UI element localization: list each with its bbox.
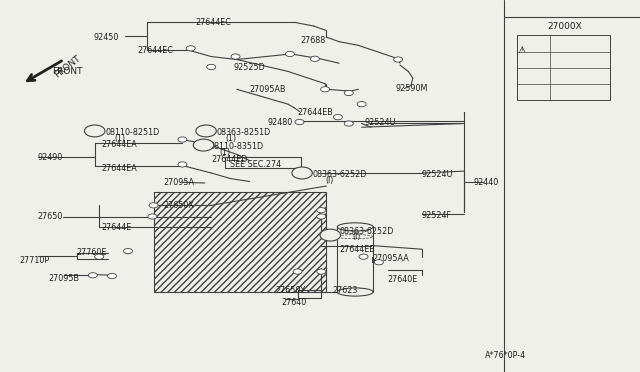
Text: 27000X: 27000X (547, 22, 582, 31)
Circle shape (317, 269, 326, 274)
Circle shape (95, 254, 104, 259)
Circle shape (344, 121, 353, 126)
Text: 27095AA: 27095AA (372, 254, 409, 263)
Ellipse shape (337, 223, 373, 231)
Text: 92524F: 92524F (421, 211, 451, 220)
Text: (I): (I) (325, 176, 333, 185)
Circle shape (124, 248, 132, 254)
Text: 27710P: 27710P (19, 256, 49, 265)
Circle shape (374, 260, 383, 265)
Circle shape (293, 269, 302, 274)
Text: 27095AB: 27095AB (250, 85, 286, 94)
Circle shape (196, 125, 216, 137)
Text: S: S (328, 232, 333, 238)
Text: 27650X: 27650X (163, 201, 194, 210)
Circle shape (292, 167, 312, 179)
Text: 92440: 92440 (474, 178, 499, 187)
Text: 27650: 27650 (37, 212, 63, 221)
Circle shape (178, 162, 187, 167)
Text: 27644EA: 27644EA (101, 164, 137, 173)
Text: 27623: 27623 (333, 286, 358, 295)
Text: 27644EA: 27644EA (101, 140, 137, 149)
Circle shape (321, 87, 330, 92)
Text: 27644EC: 27644EC (195, 18, 231, 27)
Text: A*76*0P-4: A*76*0P-4 (485, 351, 526, 360)
Text: 27688: 27688 (301, 36, 326, 45)
Text: 92524U: 92524U (421, 170, 452, 179)
Circle shape (344, 90, 353, 96)
Text: S: S (204, 128, 209, 134)
Text: 92480: 92480 (268, 118, 292, 127)
Text: 92524U: 92524U (365, 118, 396, 126)
Text: 92490: 92490 (37, 153, 63, 162)
Text: 27640: 27640 (282, 298, 307, 307)
Text: (I): (I) (352, 232, 360, 241)
Circle shape (186, 46, 195, 51)
Text: 27095B: 27095B (48, 274, 79, 283)
Text: 08363-6252D: 08363-6252D (312, 170, 367, 179)
Circle shape (84, 125, 105, 137)
Text: 92450: 92450 (93, 33, 118, 42)
Text: 27760E: 27760E (77, 248, 107, 257)
Text: 08110-8251D: 08110-8251D (106, 128, 160, 137)
Text: SEE SEC.274: SEE SEC.274 (230, 160, 282, 169)
Bar (154, 192, 326, 292)
Text: 27644ED: 27644ED (211, 155, 248, 164)
Bar (154, 192, 326, 292)
Circle shape (108, 273, 116, 279)
Circle shape (317, 214, 326, 219)
Text: 08363-8251D: 08363-8251D (216, 128, 271, 137)
Circle shape (148, 214, 157, 219)
Text: 27644EB: 27644EB (298, 108, 333, 117)
Text: 27644EC: 27644EC (138, 46, 173, 55)
Text: 27640E: 27640E (387, 275, 417, 284)
Text: 08363-6252D: 08363-6252D (339, 227, 394, 236)
Bar (225, 157, 301, 168)
Text: (1): (1) (114, 134, 125, 143)
Text: 27644E: 27644E (101, 223, 131, 232)
Text: FRONT: FRONT (53, 54, 83, 80)
Text: (1): (1) (225, 134, 236, 143)
Text: 08110-8351D: 08110-8351D (210, 142, 264, 151)
Text: FRONT: FRONT (52, 67, 83, 76)
Text: S: S (300, 170, 305, 176)
Text: 27650Y: 27650Y (275, 286, 305, 295)
Circle shape (357, 102, 366, 107)
Circle shape (310, 56, 319, 61)
Circle shape (285, 51, 294, 57)
Circle shape (320, 229, 340, 241)
Text: B: B (92, 128, 97, 134)
Circle shape (193, 139, 214, 151)
Text: 27095A: 27095A (163, 178, 194, 187)
Circle shape (394, 57, 403, 62)
Bar (517, 35, 610, 100)
Circle shape (88, 273, 97, 278)
Text: 92590M: 92590M (396, 84, 428, 93)
Circle shape (178, 137, 187, 142)
Text: 27644EB: 27644EB (339, 245, 375, 254)
Circle shape (231, 54, 240, 59)
Ellipse shape (337, 288, 373, 296)
Text: (1): (1) (219, 148, 230, 157)
Circle shape (317, 208, 326, 213)
Circle shape (333, 115, 342, 120)
Circle shape (359, 254, 368, 259)
Text: 92525D: 92525D (234, 63, 266, 72)
Circle shape (207, 64, 216, 70)
Text: B: B (201, 142, 206, 148)
Circle shape (295, 119, 304, 125)
Circle shape (149, 203, 158, 208)
